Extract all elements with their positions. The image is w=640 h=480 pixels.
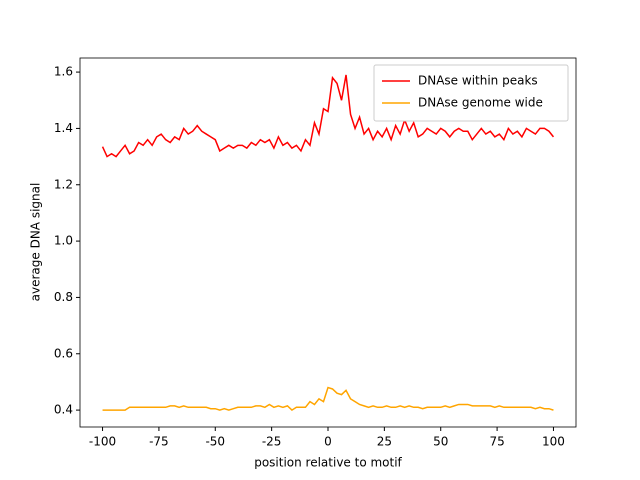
x-tick-label: 75 [489, 435, 504, 449]
legend-box [373, 64, 569, 122]
legend-label: DNAse genome wide [418, 96, 543, 110]
y-tick-label: 0.8 [54, 290, 73, 304]
y-axis-label: average DNA signal [29, 183, 43, 302]
line-series [102, 386, 554, 412]
x-tick-label: 25 [377, 435, 392, 449]
y-tick-label: 1.0 [54, 234, 73, 248]
y-tick-label: 1.2 [54, 177, 73, 191]
x-tick-label: 50 [433, 435, 448, 449]
x-tick-label: -50 [205, 435, 225, 449]
x-tick-label: 100 [542, 435, 565, 449]
plot-frame [79, 57, 577, 428]
x-tick-label: -25 [262, 435, 282, 449]
x-tick-label: -75 [149, 435, 169, 449]
y-tick-label: 0.6 [54, 346, 73, 360]
y-tick-label: 1.4 [54, 121, 73, 135]
y-tick-label: 1.6 [54, 65, 73, 79]
legend-label: DNAse within peaks [418, 74, 538, 88]
x-tick-label: 0 [324, 435, 332, 449]
x-axis-label: position relative to motif [254, 456, 402, 470]
line-series [101, 74, 555, 158]
y-tick-label: 0.4 [54, 403, 73, 417]
x-tick-label: -100 [89, 435, 116, 449]
